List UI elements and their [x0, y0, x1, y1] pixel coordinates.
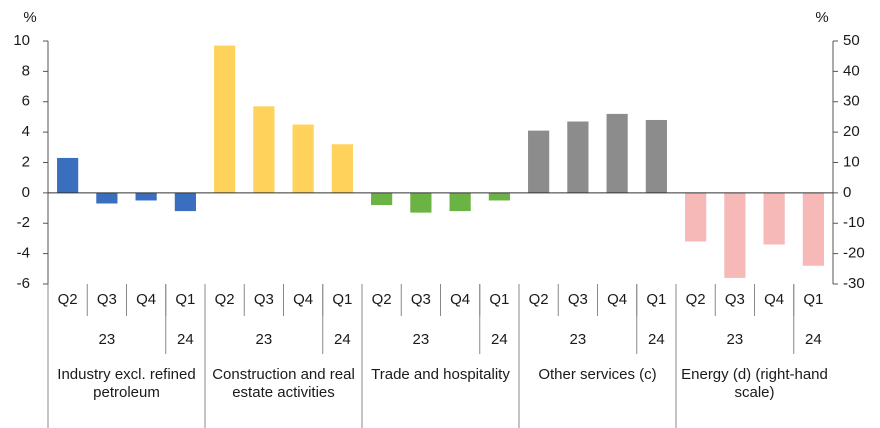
quarter-label: Q2 [215, 291, 235, 308]
year-label: 24 [491, 331, 508, 348]
group-label: Industry excl. refined petroleum [57, 366, 196, 401]
y2-tick-label: -20 [843, 245, 865, 262]
y2-tick-label: 30 [843, 93, 860, 110]
bar [449, 192, 471, 212]
bar [645, 119, 667, 193]
quarter-label: Q4 [293, 291, 313, 308]
y-tick-label: -6 [17, 275, 30, 292]
quarter-label: Q2 [686, 291, 706, 308]
quarter-label: Q1 [646, 291, 666, 308]
bar [528, 130, 550, 193]
bar [724, 192, 746, 278]
year-label: 23 [99, 331, 116, 348]
quarter-label: Q2 [529, 291, 549, 308]
bar [174, 192, 196, 212]
y2-tick-label: 50 [843, 32, 860, 49]
year-label: 24 [648, 331, 665, 348]
y-tick-label: -2 [17, 214, 30, 231]
year-label: 23 [256, 331, 273, 348]
bar [214, 45, 236, 193]
bar [685, 192, 707, 242]
year-label: 24 [805, 331, 822, 348]
bar [606, 113, 628, 193]
y2-tick-label: -10 [843, 214, 865, 231]
y-tick-label: 0 [22, 184, 30, 201]
quarter-label: Q3 [254, 291, 274, 308]
y-tick-label: 2 [22, 153, 30, 170]
y2-unit: % [815, 9, 828, 26]
bar [331, 144, 353, 193]
group-label: Construction and real estate activities [212, 366, 355, 401]
bar [292, 124, 314, 193]
quarter-label: Q3 [568, 291, 588, 308]
quarter-label: Q4 [136, 291, 156, 308]
y-tick-label: 10 [13, 32, 30, 49]
y-tick-label: -4 [17, 245, 30, 262]
group-label: Energy (d) (right-hand scale) [681, 366, 828, 401]
year-label: 24 [334, 331, 351, 348]
bar [802, 192, 824, 266]
quarter-label: Q1 [332, 291, 352, 308]
bar [567, 121, 589, 193]
bar [253, 106, 275, 193]
y-unit: % [23, 9, 36, 26]
group-label: Trade and hospitality [371, 366, 510, 383]
quarter-label: Q2 [58, 291, 78, 308]
y2-tick-label: 10 [843, 153, 860, 170]
bar [410, 192, 432, 213]
year-label: 23 [570, 331, 587, 348]
bar [371, 192, 393, 206]
bar [135, 192, 157, 201]
quarter-label: Q2 [372, 291, 392, 308]
y-tick-label: 6 [22, 93, 30, 110]
quarter-label: Q4 [764, 291, 784, 308]
y2-tick-label: 0 [843, 184, 851, 201]
quarter-label: Q4 [607, 291, 627, 308]
bar [57, 157, 79, 193]
quarter-label: Q1 [803, 291, 823, 308]
y-tick-label: 4 [22, 123, 30, 140]
year-label: 23 [727, 331, 744, 348]
y2-tick-label: -30 [843, 275, 865, 292]
quarter-label: Q3 [411, 291, 431, 308]
quarter-label: Q1 [175, 291, 195, 308]
quarter-label: Q3 [725, 291, 745, 308]
group-label: Other services (c) [538, 366, 657, 383]
quarter-label: Q4 [450, 291, 470, 308]
y-tick-label: 8 [22, 62, 30, 79]
bar [488, 192, 510, 201]
y2-tick-label: 20 [843, 123, 860, 140]
y2-tick-label: 40 [843, 62, 860, 79]
year-label: 23 [413, 331, 430, 348]
bar [96, 192, 118, 204]
bar [763, 192, 785, 245]
quarter-label: Q3 [97, 291, 117, 308]
quarter-label: Q1 [489, 291, 509, 308]
year-label: 24 [177, 331, 194, 348]
